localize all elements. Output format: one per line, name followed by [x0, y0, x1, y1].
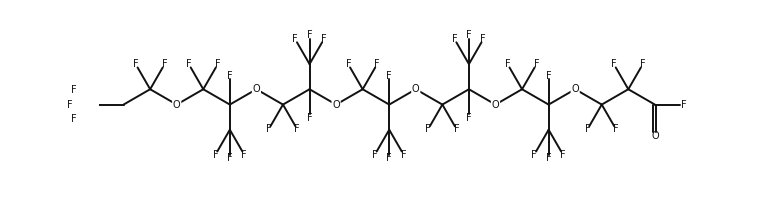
Text: F: F	[466, 113, 472, 123]
Text: F: F	[266, 124, 272, 134]
Text: F: F	[454, 124, 459, 134]
Text: F: F	[639, 59, 646, 69]
Text: F: F	[133, 59, 139, 69]
Text: F: F	[161, 59, 168, 69]
Text: F: F	[293, 34, 298, 44]
Text: F: F	[227, 153, 233, 163]
Text: F: F	[294, 124, 300, 134]
Text: O: O	[332, 100, 340, 109]
Text: O: O	[253, 84, 260, 94]
Text: F: F	[613, 124, 619, 134]
Text: F: F	[71, 85, 77, 95]
Text: O: O	[173, 100, 181, 109]
Text: O: O	[651, 131, 659, 141]
Text: F: F	[345, 59, 352, 69]
Text: O: O	[571, 84, 579, 94]
Text: F: F	[505, 59, 511, 69]
Text: F: F	[186, 59, 192, 69]
Text: F: F	[452, 34, 457, 44]
Text: F: F	[241, 149, 247, 160]
Text: F: F	[213, 149, 218, 160]
Text: F: F	[321, 34, 327, 44]
Text: F: F	[386, 71, 392, 81]
Text: F: F	[307, 30, 313, 40]
Text: F: F	[67, 100, 73, 109]
Text: O: O	[492, 100, 499, 109]
Text: F: F	[425, 124, 431, 134]
Text: F: F	[480, 34, 486, 44]
Text: F: F	[546, 153, 552, 163]
Text: F: F	[71, 114, 77, 124]
Text: F: F	[546, 71, 552, 81]
Text: F: F	[611, 59, 617, 69]
Text: F: F	[584, 124, 591, 134]
Text: F: F	[534, 59, 539, 69]
Text: F: F	[374, 59, 379, 69]
Text: O: O	[412, 84, 420, 94]
Text: F: F	[532, 149, 537, 160]
Text: F: F	[400, 149, 407, 160]
Text: F: F	[386, 153, 392, 163]
Text: F: F	[372, 149, 378, 160]
Text: F: F	[560, 149, 566, 160]
Text: F: F	[466, 30, 472, 40]
Text: F: F	[215, 59, 220, 69]
Text: F: F	[227, 71, 233, 81]
Text: F: F	[681, 100, 686, 109]
Text: F: F	[307, 113, 313, 123]
